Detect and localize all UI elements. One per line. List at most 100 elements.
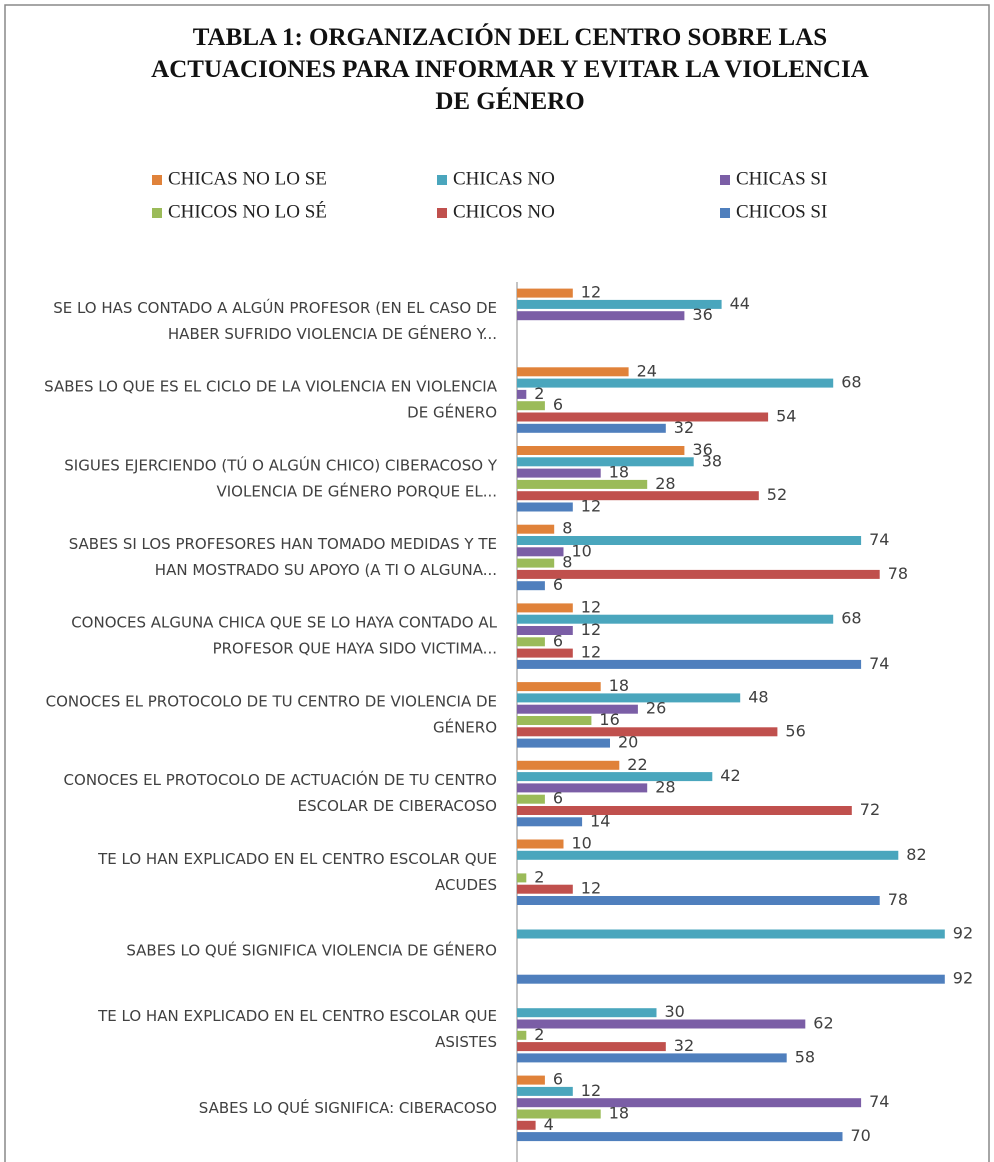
bar bbox=[517, 1120, 536, 1130]
value-label: 22 bbox=[627, 755, 647, 774]
bar bbox=[517, 727, 778, 737]
bar bbox=[517, 401, 545, 411]
bar bbox=[517, 1086, 573, 1096]
bar bbox=[517, 299, 722, 309]
value-label: 82 bbox=[906, 845, 926, 864]
legend-label: CHICAS NO LO SE bbox=[168, 168, 327, 189]
value-label: 62 bbox=[813, 1014, 833, 1033]
value-label: 68 bbox=[841, 609, 861, 628]
bar bbox=[517, 311, 685, 321]
bar bbox=[517, 547, 564, 557]
bar bbox=[517, 457, 694, 467]
bar bbox=[517, 1008, 657, 1018]
bar bbox=[517, 423, 666, 433]
value-label: 52 bbox=[767, 485, 787, 504]
value-label: 74 bbox=[869, 654, 889, 673]
category-label: CONOCES ALGUNA CHICA QUE SE LO HAYA CONT… bbox=[71, 614, 497, 658]
bar bbox=[517, 693, 741, 703]
bar bbox=[517, 626, 573, 635]
value-label: 24 bbox=[637, 361, 657, 380]
bar bbox=[517, 637, 545, 647]
value-label: 92 bbox=[953, 969, 973, 988]
legend-label: CHICAS SI bbox=[736, 168, 827, 189]
category-label: SABES LO QUÉ SIGNIFICA VIOLENCIA DE GÉNE… bbox=[126, 940, 497, 959]
legend-swatch bbox=[720, 175, 730, 185]
bar bbox=[517, 772, 713, 782]
value-label: 18 bbox=[609, 463, 629, 482]
legend-label: CHICAS NO bbox=[453, 168, 555, 189]
value-label: 10 bbox=[572, 834, 592, 853]
bar bbox=[517, 873, 527, 883]
category-label: SIGUES EJERCIENDO (TÚ O ALGÚN CHICO) CIB… bbox=[64, 455, 498, 500]
value-label: 38 bbox=[702, 451, 722, 470]
bar bbox=[517, 794, 545, 804]
value-label: 78 bbox=[888, 890, 908, 909]
bar bbox=[517, 929, 945, 939]
bar bbox=[517, 1132, 843, 1142]
bar bbox=[517, 1053, 787, 1063]
bar bbox=[517, 558, 555, 568]
value-label: 4 bbox=[544, 1115, 554, 1134]
value-label: 74 bbox=[869, 530, 889, 549]
value-label: 56 bbox=[785, 721, 805, 740]
value-label: 18 bbox=[609, 1104, 629, 1123]
bar bbox=[517, 524, 555, 534]
bar bbox=[517, 682, 601, 692]
bar bbox=[517, 603, 573, 613]
frame bbox=[4, 4, 990, 1162]
bar bbox=[517, 974, 945, 984]
legend-swatch bbox=[152, 208, 162, 218]
value-label: 74 bbox=[869, 1092, 889, 1111]
value-label: 28 bbox=[655, 474, 675, 493]
bar bbox=[517, 581, 545, 591]
value-label: 30 bbox=[665, 1002, 685, 1021]
chart-title: TABLA 1: ORGANIZACIÓN DEL CENTRO SOBRE L… bbox=[151, 23, 869, 115]
bar bbox=[517, 817, 583, 827]
bar bbox=[517, 648, 573, 658]
value-label: 6 bbox=[553, 395, 563, 414]
legend-swatch bbox=[437, 175, 447, 185]
value-label: 92 bbox=[953, 924, 973, 943]
value-label: 8 bbox=[562, 519, 572, 538]
value-label: 44 bbox=[730, 294, 750, 313]
legend-swatch bbox=[720, 208, 730, 218]
value-label: 32 bbox=[674, 418, 694, 437]
legend-label: CHICOS NO bbox=[453, 201, 555, 222]
category-label: SABES SI LOS PROFESORES HAN TOMADO MEDID… bbox=[69, 535, 497, 579]
bar bbox=[517, 1075, 545, 1085]
value-label: 36 bbox=[692, 440, 712, 459]
value-label: 70 bbox=[851, 1126, 871, 1145]
value-label: 26 bbox=[646, 699, 666, 718]
bar bbox=[517, 659, 862, 669]
bar bbox=[517, 850, 899, 860]
value-label: 6 bbox=[553, 575, 563, 594]
category-label: SABES LO QUÉ SIGNIFICA: CIBERACOSO bbox=[199, 1098, 497, 1117]
bar bbox=[517, 884, 573, 894]
bar bbox=[517, 614, 834, 624]
bar bbox=[517, 389, 527, 399]
category-label: SABES LO QUE ES EL CICLO DE LA VIOLENCIA… bbox=[44, 378, 498, 422]
bar bbox=[517, 446, 685, 455]
bar bbox=[517, 806, 852, 815]
value-label: 12 bbox=[581, 879, 601, 898]
bar bbox=[517, 783, 648, 793]
value-label: 10 bbox=[572, 541, 592, 560]
legend-swatch bbox=[437, 208, 447, 218]
bar bbox=[517, 536, 862, 545]
value-label: 2 bbox=[534, 384, 544, 403]
value-label: 12 bbox=[581, 597, 601, 616]
category-label: CONOCES EL PROTOCOLO DE TU CENTRO DE VIO… bbox=[46, 692, 497, 736]
value-label: 68 bbox=[841, 373, 861, 392]
bar bbox=[517, 704, 638, 714]
value-label: 42 bbox=[720, 766, 740, 785]
bar bbox=[517, 738, 610, 748]
value-label: 12 bbox=[581, 283, 601, 302]
bar bbox=[517, 468, 601, 478]
legend-label: CHICOS SI bbox=[736, 201, 827, 222]
value-label: 58 bbox=[795, 1047, 815, 1066]
category-label: CONOCES EL PROTOCOLO DE ACTUACIÓN DE TU … bbox=[64, 770, 497, 815]
bar bbox=[517, 569, 880, 579]
bar bbox=[517, 502, 573, 512]
value-label: 28 bbox=[655, 777, 675, 796]
